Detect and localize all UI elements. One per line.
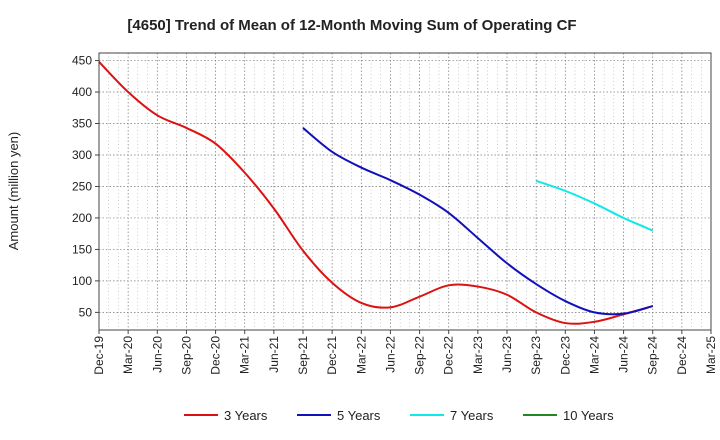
x-tick-label: Mar-25 bbox=[704, 336, 718, 374]
legend-label: 7 Years bbox=[450, 408, 494, 423]
x-tick-label: Sep-21 bbox=[296, 336, 310, 375]
x-tick-label: Jun-22 bbox=[383, 336, 397, 373]
y-tick-label: 150 bbox=[72, 242, 92, 256]
x-tick-label: Jun-20 bbox=[150, 336, 164, 373]
x-tick-label: Mar-21 bbox=[238, 336, 252, 374]
x-tick-label: Mar-22 bbox=[354, 336, 368, 374]
legend-label: 3 Years bbox=[224, 408, 268, 423]
legend-label: 10 Years bbox=[563, 408, 614, 423]
x-tick-label: Mar-23 bbox=[471, 336, 485, 374]
y-tick-label: 100 bbox=[72, 274, 92, 288]
x-tick-label: Jun-21 bbox=[267, 336, 281, 373]
y-tick-label: 250 bbox=[72, 179, 92, 193]
y-axis-ticks: 50 100 150 200 250 300 350 400 450 bbox=[72, 54, 99, 319]
x-tick-label: Dec-22 bbox=[442, 336, 456, 375]
x-tick-label: Sep-22 bbox=[413, 336, 427, 375]
series-line-5-years bbox=[302, 127, 653, 316]
y-tick-label: 50 bbox=[79, 305, 93, 319]
x-tick-label: Sep-23 bbox=[529, 336, 543, 375]
y-axis-label: Amount (million yen) bbox=[6, 132, 21, 251]
plot-frame bbox=[98, 52, 712, 331]
series-line-7-years bbox=[535, 179, 654, 232]
x-tick-label: Dec-19 bbox=[92, 336, 106, 375]
x-tick-label: Mar-20 bbox=[121, 336, 135, 374]
x-tick-label: Dec-21 bbox=[325, 336, 339, 375]
x-tick-label: Sep-24 bbox=[646, 336, 660, 375]
y-tick-label: 350 bbox=[72, 117, 92, 131]
y-tick-label: 300 bbox=[72, 148, 92, 162]
x-tick-label: Dec-23 bbox=[558, 336, 572, 375]
series-line-3-years bbox=[98, 61, 653, 325]
x-tick-label: Jun-23 bbox=[500, 336, 514, 373]
grid bbox=[99, 53, 711, 330]
y-tick-label: 400 bbox=[72, 85, 92, 99]
x-tick-label: Jun-24 bbox=[617, 336, 631, 373]
chart-title: [4650] Trend of Mean of 12-Month Moving … bbox=[127, 17, 576, 34]
y-tick-label: 200 bbox=[72, 211, 92, 225]
y-tick-label: 450 bbox=[72, 54, 92, 68]
legend-label: 5 Years bbox=[337, 408, 381, 423]
x-tick-label: Sep-20 bbox=[179, 336, 193, 375]
x-axis-ticks: Dec-19 Mar-20 Jun-20 Sep-20 Dec-20 Mar-21 Jun-… bbox=[92, 330, 718, 375]
legend: 3 Years 5 Years 7 Years 10 Years bbox=[184, 408, 614, 423]
x-tick-label: Dec-20 bbox=[209, 336, 223, 375]
x-tick-label: Mar-24 bbox=[587, 336, 601, 374]
x-tick-label: Dec-24 bbox=[675, 336, 689, 375]
series-lines bbox=[98, 61, 654, 325]
